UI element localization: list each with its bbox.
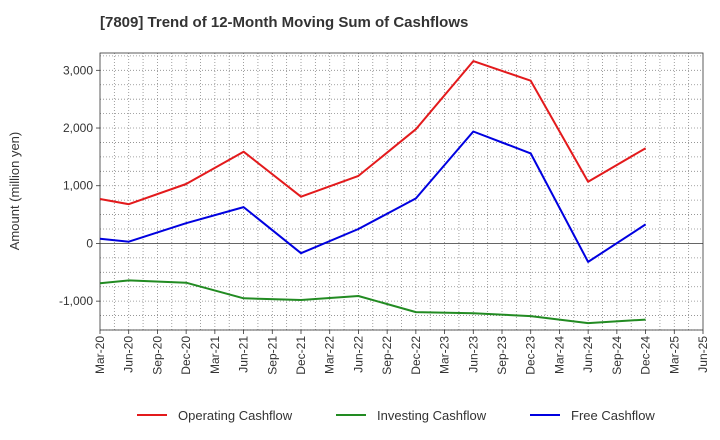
legend: Operating Cashflow Investing Cashflow Free… [137, 408, 655, 423]
x-tick-label: Sep-24 [610, 336, 624, 375]
free-cashflow-line [99, 130, 647, 263]
x-tick-label: Jun-21 [237, 336, 251, 373]
x-tick-label: Sep-23 [495, 336, 509, 375]
x-axis: Mar-20 Jun-20 Sep-20 Dec-20 Mar-21 Jun-21 Sep-… [93, 330, 710, 375]
x-tick-label: Mar-20 [93, 336, 107, 374]
legend-label-free-cashflow: Free Cashflow [571, 408, 655, 423]
x-tick-label: Dec-23 [524, 336, 538, 375]
x-tick-label: Dec-20 [179, 336, 193, 375]
y-tick-label: 3,000 [63, 63, 93, 77]
x-tick-label: Mar-24 [552, 336, 566, 374]
y-axis-title: Amount (million yen) [7, 132, 22, 251]
plot-area-border [99, 52, 704, 331]
x-tick-label: Mar-25 [667, 336, 681, 374]
x-tick-label: Sep-20 [150, 336, 164, 375]
x-tick-label: Sep-21 [265, 336, 279, 375]
x-tick-label: Jun-23 [466, 336, 480, 373]
x-tick-label: Mar-22 [323, 336, 337, 374]
x-tick-label: Dec-21 [294, 336, 308, 375]
legend-label-investing-cashflow: Investing Cashflow [377, 408, 487, 423]
investing-cashflow-line [99, 279, 646, 325]
x-tick-label: Sep-22 [380, 336, 394, 375]
series-lines [99, 60, 647, 325]
x-tick-label: Dec-24 [639, 336, 653, 375]
x-tick-label: Dec-22 [409, 336, 423, 375]
y-tick-label: 2,000 [63, 121, 93, 135]
x-tick-label: Jun-25 [696, 336, 710, 373]
y-tick-label: -1,000 [59, 294, 93, 308]
grid-layer [100, 53, 703, 331]
x-tick-label: Mar-23 [438, 336, 452, 374]
x-tick-label: Jun-20 [122, 336, 136, 373]
y-tick-label: 1,000 [63, 179, 93, 193]
x-tick-label: Jun-22 [351, 336, 365, 373]
x-tick-label: Mar-21 [208, 336, 222, 374]
chart-title: [7809] Trend of 12-Month Moving Sum of C… [100, 14, 469, 31]
y-axis: -1,000 0 1,000 2,000 3,000 [59, 63, 100, 308]
x-tick-label: Jun-24 [581, 336, 595, 373]
y-tick-label: 0 [86, 236, 93, 250]
legend-label-operating-cashflow: Operating Cashflow [178, 408, 293, 423]
operating-cashflow-line [99, 60, 647, 206]
